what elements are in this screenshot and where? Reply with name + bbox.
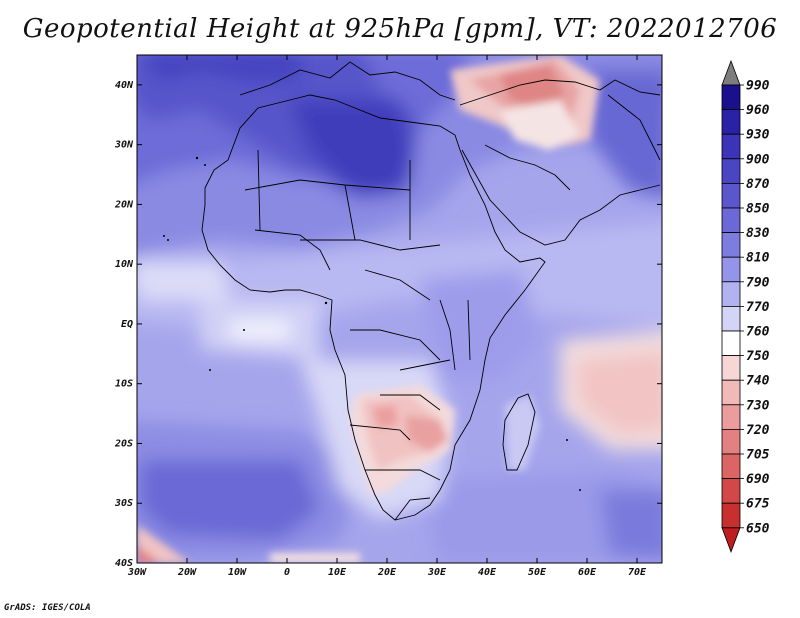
lon-tick-label: 20E [377, 567, 397, 578]
colorbar: 990 960 930 900 870 850 830 810 790 770 760 750 740 7… [722, 61, 770, 552]
lon-tick-label: 70E [628, 567, 647, 578]
colorbar-label: 690 [746, 472, 770, 487]
colorbar-label: 830 [746, 226, 770, 241]
lon-tick-label: 0 [284, 567, 290, 578]
colorbar-box [722, 503, 740, 528]
map-figure: Geopotential Height at 925hPa [gpm], VT:… [0, 0, 800, 618]
colorbar-label: 740 [746, 374, 770, 389]
colorbar-box [722, 306, 740, 331]
lon-tick-label: 40E [478, 567, 497, 578]
colorbar-top-arrow [722, 61, 740, 85]
colorbar-label: 850 [746, 202, 770, 217]
colorbar-box [722, 257, 740, 282]
colorbar-box [722, 134, 740, 159]
colorbar-box [722, 110, 740, 135]
lon-tick-label: 10W [228, 567, 247, 578]
colorbar-box [722, 159, 740, 184]
colorbar-label: 810 [746, 251, 770, 266]
colorbar-box [722, 183, 740, 208]
lat-tick-label: 40S [115, 558, 133, 569]
credit-text: GrADS: IGES/COLA [4, 603, 91, 613]
colorbar-box [722, 429, 740, 454]
lat-tick-label: 10N [115, 259, 134, 270]
colorbar-label: 750 [746, 349, 770, 364]
colorbar-label: 650 [746, 521, 770, 536]
lat-tick-label: 20N [114, 199, 134, 210]
lon-tick-label: 50E [528, 567, 547, 578]
colorbar-bottom-arrow [722, 528, 740, 552]
colorbar-box [722, 454, 740, 479]
lat-tick-label: 30S [114, 498, 133, 509]
lon-tick-label: 30E [427, 567, 447, 578]
colorbar-label: 675 [746, 497, 770, 512]
lat-tick-label: 40N [115, 80, 134, 91]
colorbar-label: 870 [746, 177, 770, 192]
lat-tick-label: 10S [115, 379, 133, 390]
colorbar-label: 790 [746, 275, 770, 290]
lat-tick-label: EQ [121, 319, 133, 330]
colorbar-label: 730 [746, 398, 770, 413]
colorbar-label: 900 [746, 152, 770, 167]
colorbar-box [722, 380, 740, 405]
lon-tick-label: 10E [328, 567, 347, 578]
colorbar-box [722, 282, 740, 307]
colorbar-box [722, 208, 740, 233]
colorbar-label: 990 [746, 79, 770, 94]
colorbar-box [722, 405, 740, 430]
colorbar-box [722, 331, 740, 356]
colorbar-label: 930 [746, 128, 770, 143]
colorbar-label: 760 [746, 325, 770, 340]
colorbar-box [722, 479, 740, 504]
lon-tick-label: 20W [177, 567, 197, 578]
map-canvas: 30W 20W 10W 0 10E 20E 30E 40E 50E 60E 70E40S30S20S… [0, 0, 800, 618]
colorbar-box [722, 85, 740, 110]
colorbar-label: 705 [746, 448, 770, 463]
height-field [120, 45, 680, 563]
lat-tick-label: 20S [114, 438, 133, 449]
lat-tick-label: 30N [114, 140, 134, 151]
colorbar-label: 960 [746, 103, 770, 118]
colorbar-label: 720 [746, 423, 770, 438]
colorbar-box [722, 356, 740, 381]
colorbar-box [722, 233, 740, 258]
lon-tick-label: 60E [578, 567, 597, 578]
colorbar-label: 770 [746, 300, 770, 315]
